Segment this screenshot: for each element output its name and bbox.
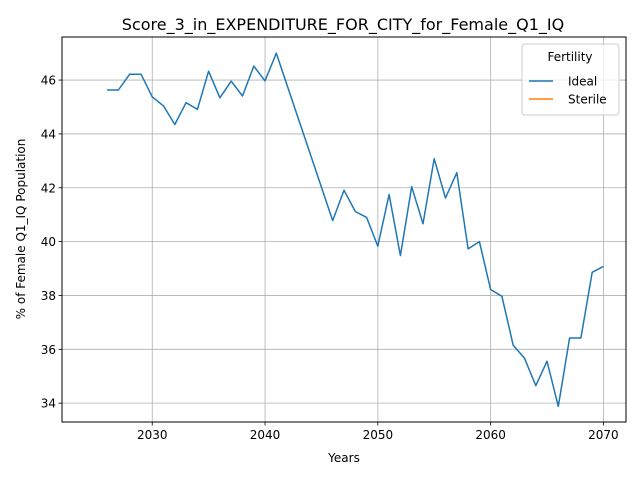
legend-title: Fertility [547,50,592,64]
y-tick-label: 42 [41,181,56,195]
legend-box [521,43,620,116]
legend-label-sterile: Sterile [568,93,607,107]
x-tick-label: 2060 [475,428,506,442]
y-tick-label: 40 [41,235,56,249]
grid [62,37,626,422]
legend: Fertility Ideal Sterile [521,43,620,116]
legend-items: Ideal Sterile [529,75,607,107]
y-tick-label: 46 [41,74,56,88]
y-tick-label: 34 [41,397,56,411]
y-tick-label: 36 [41,343,56,357]
x-axis-label: Years [327,451,360,465]
axis-ticks: 2030 2040 2050 2060 2070 34 36 38 40 42 44 46 [41,74,619,442]
x-tick-label: 2050 [363,428,394,442]
y-axis-label: % of Female Q1_IQ Population [14,139,28,320]
series-line-ideal [107,52,604,408]
x-tick-label: 2070 [588,428,619,442]
plot-frame [61,36,627,423]
y-tick-label: 44 [41,127,56,141]
y-tick-label: 38 [41,289,56,303]
series-layer [107,52,604,408]
chart-title: Score_3_in_EXPENDITURE_FOR_CITY_for_Fema… [122,15,564,35]
x-tick-label: 2040 [250,428,281,442]
x-tick-label: 2030 [137,428,168,442]
legend-label-ideal: Ideal [568,75,597,89]
